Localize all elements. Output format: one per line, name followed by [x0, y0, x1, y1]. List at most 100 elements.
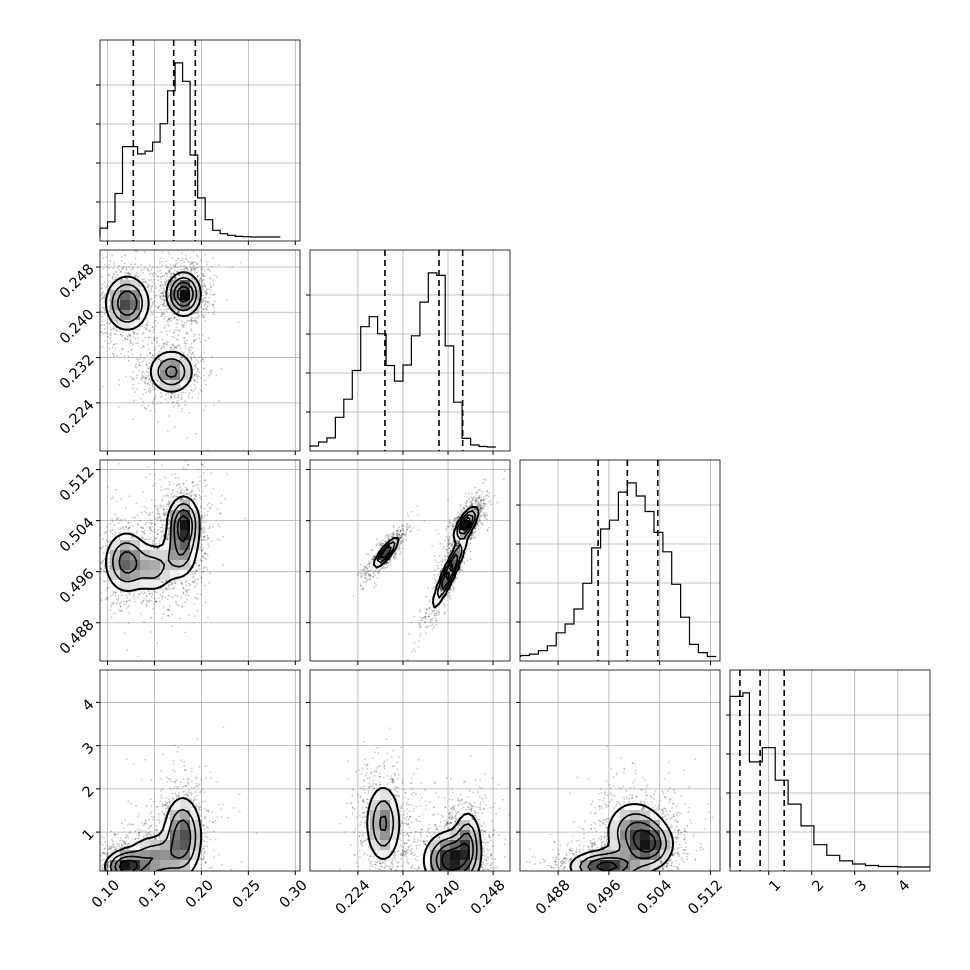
scatter-point: [153, 597, 156, 600]
scatter-point: [111, 352, 114, 355]
scatter-point: [169, 317, 172, 320]
scatter-point: [150, 298, 153, 300]
scatter-point: [165, 344, 168, 346]
scatter-point: [176, 262, 178, 265]
scatter-point: [154, 410, 157, 413]
scatter-point: [148, 352, 151, 354]
scatter-point: [174, 276, 177, 279]
scatter-point: [148, 389, 150, 392]
scatter-point: [184, 345, 187, 347]
scatter-point: [171, 596, 174, 599]
scatter-point: [192, 580, 195, 583]
scatter-point: [127, 272, 130, 275]
scatter-point: [166, 272, 169, 275]
scatter-point: [161, 251, 164, 253]
scatter-point: [165, 512, 167, 515]
scatter-point: [145, 595, 148, 597]
scatter-point: [196, 370, 199, 373]
scatter-point: [196, 311, 199, 314]
scatter-point: [167, 318, 170, 321]
scatter-point: [202, 272, 205, 275]
scatter-point: [131, 353, 134, 356]
scatter-point: [135, 363, 138, 366]
scatter-point: [155, 336, 157, 339]
scatter-point: [200, 559, 203, 562]
scatter-point: [119, 270, 122, 273]
scatter-point: [175, 318, 178, 321]
density-cell: [130, 310, 141, 321]
scatter-point: [167, 585, 170, 588]
scatter-point: [190, 317, 193, 320]
density-cell: [150, 370, 161, 381]
scatter-point: [174, 476, 177, 479]
scatter-point: [244, 517, 246, 520]
scatter-point: [167, 608, 169, 611]
scatter-point: [155, 507, 158, 510]
scatter-point: [211, 355, 214, 358]
scatter-point: [203, 528, 205, 531]
scatter-point: [209, 283, 212, 286]
scatter-point: [114, 276, 117, 279]
scatter-point: [195, 578, 198, 581]
scatter-point: [146, 507, 148, 509]
scatter-point: [173, 586, 176, 588]
scatter-point: [153, 403, 156, 406]
scatter-point: [165, 308, 168, 311]
scatter-point: [154, 388, 157, 391]
scatter-point: [181, 326, 184, 328]
scatter-point: [173, 328, 176, 331]
scatter-point: [126, 277, 129, 280]
scatter-point: [174, 263, 177, 266]
scatter-point: [160, 531, 163, 533]
scatter-point: [201, 358, 204, 360]
scatter-point: [185, 591, 188, 593]
scatter-point: [139, 357, 142, 360]
scatter-point: [100, 562, 103, 565]
scatter-point: [167, 614, 169, 617]
scatter-point: [147, 513, 150, 516]
scatter-point: [198, 371, 200, 373]
scatter-point: [145, 604, 148, 607]
scatter-point: [132, 377, 134, 379]
scatter-point: [185, 493, 187, 496]
scatter-point: [176, 402, 179, 405]
scatter-point: [162, 511, 165, 514]
scatter-point: [161, 595, 163, 598]
scatter-point: [212, 304, 215, 307]
scatter-point: [155, 600, 157, 603]
density-cell: [170, 290, 181, 301]
scatter-point: [171, 613, 174, 616]
scatter-point: [131, 517, 134, 519]
scatter-point: [136, 514, 139, 517]
scatter-point: [178, 483, 181, 486]
scatter-point: [127, 272, 130, 274]
scatter-point: [181, 265, 184, 268]
hist-panel-frame: [99, 39, 301, 242]
scatter-point: [162, 295, 165, 297]
scatter-point: [159, 401, 162, 404]
scatter-point: [162, 512, 165, 515]
scatter-point: [112, 325, 115, 328]
hist-panel-frame: [729, 669, 931, 872]
scatter-point: [101, 560, 104, 563]
scatter-point: [200, 577, 203, 580]
scatter-point: [108, 557, 111, 560]
scatter-point: [161, 617, 163, 620]
scatter-point: [189, 256, 192, 259]
scatter-point: [150, 288, 153, 290]
scatter-point: [122, 526, 125, 528]
scatter-point: [186, 492, 188, 495]
scatter-point: [153, 279, 155, 281]
scatter-point: [177, 396, 180, 399]
scatter-point: [202, 567, 205, 569]
scatter-point: [151, 281, 154, 283]
scatter-point: [174, 394, 177, 397]
scatter-point: [195, 367, 198, 369]
scatter-point: [120, 591, 123, 594]
scatter-point: [184, 403, 187, 406]
scatter-point: [187, 394, 190, 396]
scatter-point: [213, 293, 216, 296]
scatter-point: [108, 529, 111, 532]
scatter-point: [134, 250, 137, 253]
scatter-point: [103, 580, 105, 583]
